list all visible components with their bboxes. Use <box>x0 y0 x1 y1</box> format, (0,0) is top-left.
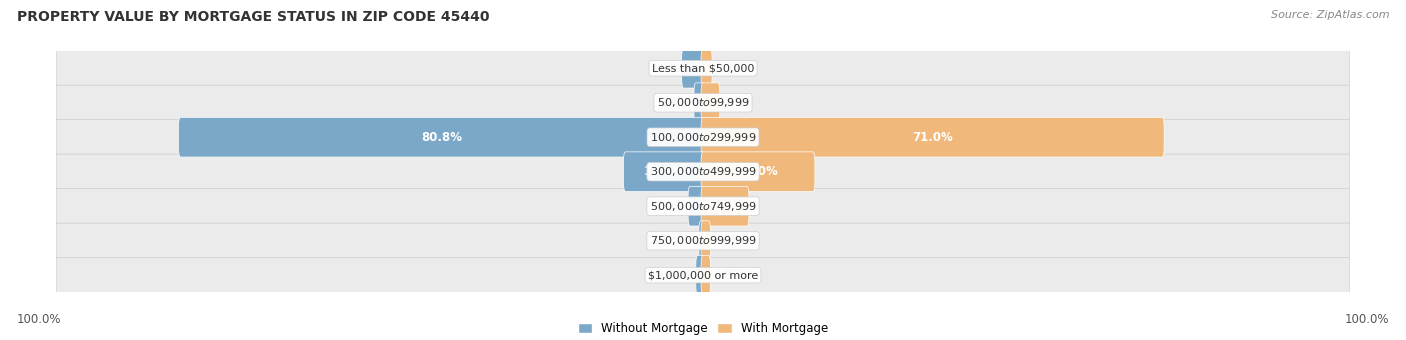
FancyBboxPatch shape <box>56 85 1350 120</box>
Text: 3.0%: 3.0% <box>648 62 679 75</box>
Text: 0.85%: 0.85% <box>714 234 751 247</box>
Legend: Without Mortgage, With Mortgage: Without Mortgage, With Mortgage <box>574 317 832 340</box>
FancyBboxPatch shape <box>702 152 815 191</box>
FancyBboxPatch shape <box>56 189 1350 224</box>
FancyBboxPatch shape <box>56 223 1350 258</box>
Text: 17.0%: 17.0% <box>738 165 779 178</box>
Text: 0.85%: 0.85% <box>714 269 751 282</box>
FancyBboxPatch shape <box>695 83 704 122</box>
Text: $750,000 to $999,999: $750,000 to $999,999 <box>650 234 756 247</box>
Text: 2.3%: 2.3% <box>723 96 752 109</box>
FancyBboxPatch shape <box>56 154 1350 189</box>
FancyBboxPatch shape <box>56 258 1350 293</box>
Text: 100.0%: 100.0% <box>17 313 62 326</box>
FancyBboxPatch shape <box>688 186 704 226</box>
Text: 1.1%: 1.1% <box>716 62 745 75</box>
Text: $100,000 to $299,999: $100,000 to $299,999 <box>650 131 756 144</box>
FancyBboxPatch shape <box>702 255 710 295</box>
Text: $500,000 to $749,999: $500,000 to $749,999 <box>650 200 756 213</box>
FancyBboxPatch shape <box>56 51 1350 86</box>
Text: 12.0%: 12.0% <box>644 165 685 178</box>
Text: 0.34%: 0.34% <box>658 234 696 247</box>
Text: 80.8%: 80.8% <box>422 131 463 144</box>
FancyBboxPatch shape <box>696 255 704 295</box>
Text: $1,000,000 or more: $1,000,000 or more <box>648 270 758 280</box>
FancyBboxPatch shape <box>702 186 749 226</box>
Text: $50,000 to $99,999: $50,000 to $99,999 <box>657 96 749 109</box>
Text: 1.1%: 1.1% <box>661 96 690 109</box>
FancyBboxPatch shape <box>702 83 720 122</box>
FancyBboxPatch shape <box>682 48 704 88</box>
Text: 100.0%: 100.0% <box>1344 313 1389 326</box>
Text: Less than $50,000: Less than $50,000 <box>652 63 754 73</box>
FancyBboxPatch shape <box>702 221 710 260</box>
FancyBboxPatch shape <box>56 120 1350 155</box>
Text: PROPERTY VALUE BY MORTGAGE STATUS IN ZIP CODE 45440: PROPERTY VALUE BY MORTGAGE STATUS IN ZIP… <box>17 10 489 24</box>
FancyBboxPatch shape <box>623 152 704 191</box>
Text: Source: ZipAtlas.com: Source: ZipAtlas.com <box>1271 10 1389 20</box>
Text: $300,000 to $499,999: $300,000 to $499,999 <box>650 165 756 178</box>
FancyBboxPatch shape <box>702 117 1164 157</box>
FancyBboxPatch shape <box>702 48 711 88</box>
Text: 6.8%: 6.8% <box>709 200 741 213</box>
Text: 2.0%: 2.0% <box>655 200 685 213</box>
FancyBboxPatch shape <box>179 117 704 157</box>
Text: 0.81%: 0.81% <box>655 269 693 282</box>
FancyBboxPatch shape <box>699 221 704 260</box>
Text: 71.0%: 71.0% <box>912 131 953 144</box>
